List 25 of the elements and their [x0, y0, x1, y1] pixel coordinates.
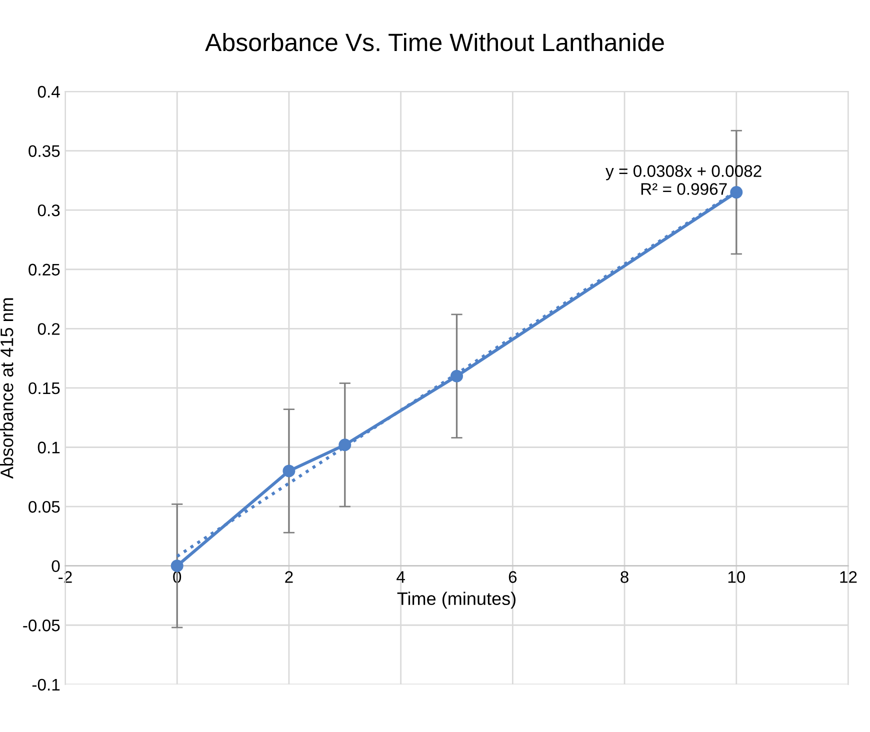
point: [450, 370, 463, 382]
x-tick-label: 8: [620, 571, 628, 583]
y-tick-label: -0.05: [23, 620, 60, 632]
x-tick-label: 10: [728, 571, 746, 583]
y-tick-label: 0.05: [28, 500, 60, 513]
annotation: y = 0.0308x + 0.0082 R² = 0.9967: [606, 165, 762, 195]
y-tick-label: 0.2: [38, 323, 60, 335]
y-tick-label: -0.1: [32, 678, 60, 691]
x-tick-label: 2: [285, 571, 293, 583]
point: [730, 186, 743, 199]
y-tick-label: 0.25: [28, 264, 60, 276]
point: [170, 560, 184, 572]
x-tick-label: 4: [396, 571, 405, 583]
y-tick-label: 0.4: [38, 86, 60, 98]
x-tick-label: 6: [508, 571, 517, 583]
x-axis-title: Time (minutes): [397, 592, 516, 609]
y-tick-label: 0.15: [28, 382, 60, 394]
point: [282, 464, 296, 478]
chart-title: Absorbance Vs. Time Without Lanthanide: [205, 32, 664, 52]
y-tick-label: 0.35: [28, 145, 60, 157]
y-axis-title: Absorbance at 415 nm: [0, 298, 14, 479]
y-tick-label: 0.3: [38, 204, 60, 216]
x-tick-label: 12: [840, 571, 857, 583]
y-tick-label: 0: [52, 560, 60, 572]
y-tick-label: 0.1: [38, 442, 60, 454]
